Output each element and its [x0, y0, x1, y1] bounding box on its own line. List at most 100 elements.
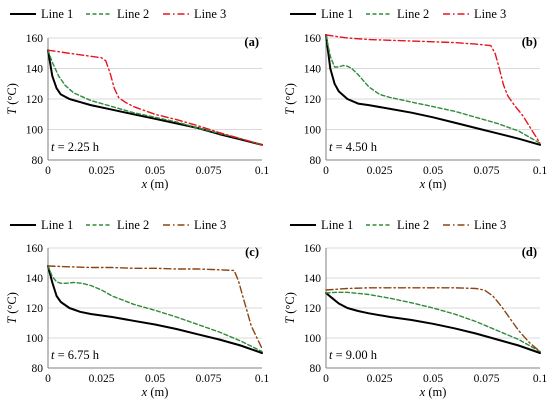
- legend: Line 1 Line 2 Line 3: [290, 7, 506, 21]
- y-tick-label: 160: [304, 243, 322, 255]
- y-tick-label: 100: [304, 333, 322, 345]
- x-tick-label: 0: [323, 373, 329, 385]
- legend-label-3: Line 3: [194, 7, 226, 21]
- panel-label: (b): [522, 35, 537, 49]
- x-axis-unit: (m): [425, 385, 446, 399]
- y-axis-title: T (°C): [5, 83, 19, 115]
- x-tick-label: 0.05: [145, 165, 165, 177]
- y-tick-label: 140: [304, 64, 322, 76]
- x-tick-label: 0: [45, 373, 51, 385]
- x-tick-label: 0.075: [474, 373, 500, 385]
- series-line-2: [47, 49, 263, 146]
- series-line-1: [47, 265, 263, 354]
- x-axis-variable: x: [141, 385, 148, 399]
- x-axis-variable: x: [419, 177, 426, 191]
- x-tick-label: 0.025: [367, 373, 393, 385]
- x-axis-variable: x: [141, 177, 148, 191]
- x-tick-label: 0.025: [367, 165, 393, 177]
- y-axis-variable: T: [283, 316, 297, 324]
- y-tick-label: 160: [26, 243, 44, 255]
- legend-label-1: Line 1: [321, 218, 353, 232]
- x-axis-unit: (m): [147, 385, 168, 399]
- x-tick-label: 0.05: [423, 373, 443, 385]
- legend-label-2: Line 2: [117, 218, 149, 232]
- time-variable: t: [51, 348, 55, 362]
- series-line-3: [325, 34, 541, 144]
- y-tick-label: 160: [26, 33, 44, 45]
- time-value: = 9.00 h: [332, 348, 377, 362]
- y-tick-label: 80: [32, 363, 44, 375]
- x-tick-label: 0.05: [423, 165, 443, 177]
- time-annotation: t = 2.25 h: [51, 140, 100, 154]
- panel-label: (c): [245, 245, 259, 259]
- y-tick-label: 140: [304, 273, 322, 285]
- y-tick-label: 100: [26, 125, 44, 137]
- series-line-2: [325, 34, 541, 144]
- legend-label-2: Line 2: [397, 7, 429, 21]
- legend-label-1: Line 1: [41, 218, 73, 232]
- series-line-3: [47, 49, 263, 146]
- y-tick-label: 120: [304, 94, 322, 106]
- y-axis-title: T (°C): [5, 292, 19, 324]
- time-value: = 2.25 h: [54, 140, 99, 154]
- time-variable: t: [329, 348, 333, 362]
- x-tick-label: 0.1: [533, 165, 548, 177]
- x-axis-title: x (m): [141, 385, 169, 399]
- panel-c: 80 100 120 140 160 0 0.025 0.05 0.075 0.1 x (m) T (…: [5, 218, 269, 399]
- series-line-3: [325, 287, 541, 353]
- time-value: = 6.75 h: [54, 348, 99, 362]
- panel-b: 80 100 120 140 160 0 0.025 0.05 0.075 0.1 x (m) T (…: [283, 7, 547, 191]
- panel-label: (a): [244, 35, 259, 49]
- x-tick-label: 0.05: [145, 373, 165, 385]
- x-axis-unit: (m): [147, 177, 168, 191]
- x-tick-label: 0: [45, 165, 51, 177]
- y-axis-variable: T: [5, 316, 19, 324]
- y-tick-label: 140: [26, 64, 44, 76]
- x-tick-label: 0.075: [196, 165, 222, 177]
- y-axis-title: T (°C): [283, 292, 297, 324]
- y-tick-label: 100: [304, 125, 322, 137]
- y-axis-variable: T: [283, 107, 297, 115]
- y-axis-unit: (°C): [5, 292, 19, 317]
- x-tick-label: 0.075: [196, 373, 222, 385]
- time-value: = 4.50 h: [332, 140, 377, 154]
- legend: Line 1 Line 2 Line 3: [10, 218, 226, 232]
- legend-label-1: Line 1: [321, 7, 353, 21]
- x-tick-label: 0.025: [89, 165, 115, 177]
- y-axis-title: T (°C): [283, 83, 297, 115]
- y-tick-label: 120: [26, 303, 44, 315]
- y-tick-label: 160: [304, 33, 322, 45]
- x-axis-title: x (m): [419, 177, 447, 191]
- legend-label-2: Line 2: [117, 7, 149, 21]
- y-tick-label: 80: [310, 363, 322, 375]
- panel-d: 80 100 120 140 160 0 0.025 0.05 0.075 0.1 x (m) T (…: [283, 218, 547, 399]
- x-axis-title: x (m): [141, 177, 169, 191]
- y-axis-unit: (°C): [283, 83, 297, 108]
- time-annotation: t = 6.75 h: [51, 348, 100, 362]
- series-line-1: [47, 49, 263, 146]
- legend: Line 1 Line 2 Line 3: [10, 7, 226, 21]
- y-tick-label: 80: [32, 155, 44, 167]
- time-variable: t: [329, 140, 333, 154]
- x-tick-label: 0.1: [533, 373, 548, 385]
- y-axis-unit: (°C): [5, 83, 19, 108]
- time-annotation: t = 9.00 h: [329, 348, 378, 362]
- legend-label-1: Line 1: [41, 7, 73, 21]
- time-annotation: t = 4.50 h: [329, 140, 378, 154]
- y-tick-label: 120: [304, 303, 322, 315]
- y-tick-label: 100: [26, 333, 44, 345]
- x-axis-unit: (m): [425, 177, 446, 191]
- series-line-1: [325, 34, 541, 146]
- time-variable: t: [51, 140, 55, 154]
- panel-a: 80 100 120 140 160 0 0.025 0.05 0.075 0.1 x (m) T (…: [5, 7, 269, 191]
- y-tick-label: 120: [26, 94, 44, 106]
- series-line-2: [47, 265, 263, 353]
- panel-label: (d): [522, 245, 537, 259]
- x-tick-label: 0.075: [474, 165, 500, 177]
- series-line-1: [325, 292, 541, 354]
- legend-label-3: Line 3: [194, 218, 226, 232]
- legend-label-3: Line 3: [474, 7, 506, 21]
- x-axis-variable: x: [419, 385, 426, 399]
- y-axis-unit: (°C): [283, 292, 297, 317]
